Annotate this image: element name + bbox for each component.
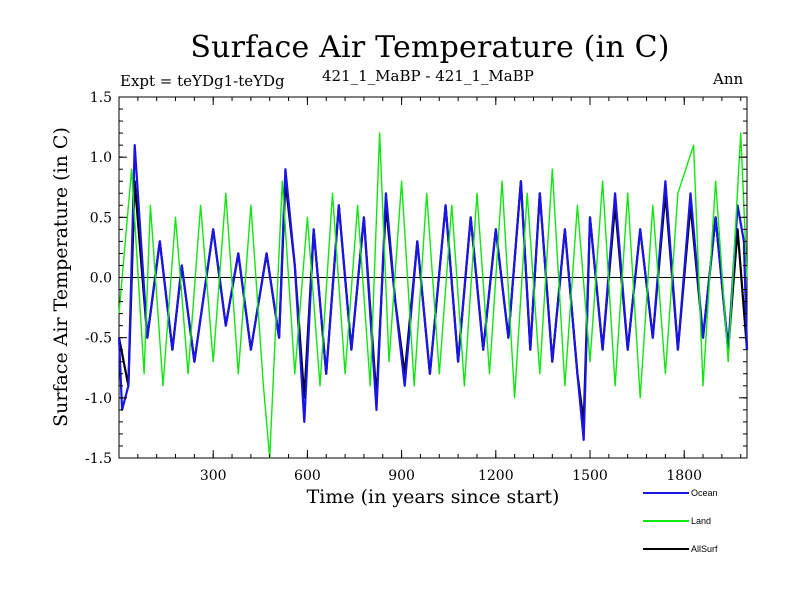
y-tick-label: 0.5 xyxy=(90,210,112,226)
legend-label-ocean: Ocean xyxy=(691,488,718,498)
y-tick-label: -1.5 xyxy=(85,451,112,467)
y-tick-label: 1.0 xyxy=(90,150,112,166)
period-label: 421_1_MaBP - 421_1_MaBP xyxy=(322,67,534,85)
x-tick-label: 1800 xyxy=(666,468,702,484)
x-tick-label: 600 xyxy=(294,468,321,484)
x-tick-label: 1500 xyxy=(572,468,608,484)
series-line-ocean xyxy=(117,144,749,441)
y-tick-label: -0.5 xyxy=(85,331,112,347)
y-tick-label: -1.0 xyxy=(85,391,112,407)
chart-title: Surface Air Temperature (in C) xyxy=(190,30,670,65)
x-tick-label: 900 xyxy=(388,468,415,484)
y-axis-label: Surface Air Temperature (in C) xyxy=(50,127,72,427)
legend-label-allsurf: AllSurf xyxy=(691,544,718,554)
legend-label-land: Land xyxy=(691,516,711,526)
y-tick-label: 0.0 xyxy=(90,271,112,287)
series-line-allsurf xyxy=(117,180,749,423)
y-tick-label: 1.5 xyxy=(90,90,112,106)
experiment-label: Expt = teYDg1-teYDg xyxy=(120,72,285,90)
x-tick-label: 1200 xyxy=(478,468,514,484)
season-label: Ann xyxy=(713,70,744,88)
x-tick-label: 300 xyxy=(200,468,227,484)
x-axis-label: Time (in years since start) xyxy=(307,486,560,508)
series-line-land xyxy=(118,132,748,459)
